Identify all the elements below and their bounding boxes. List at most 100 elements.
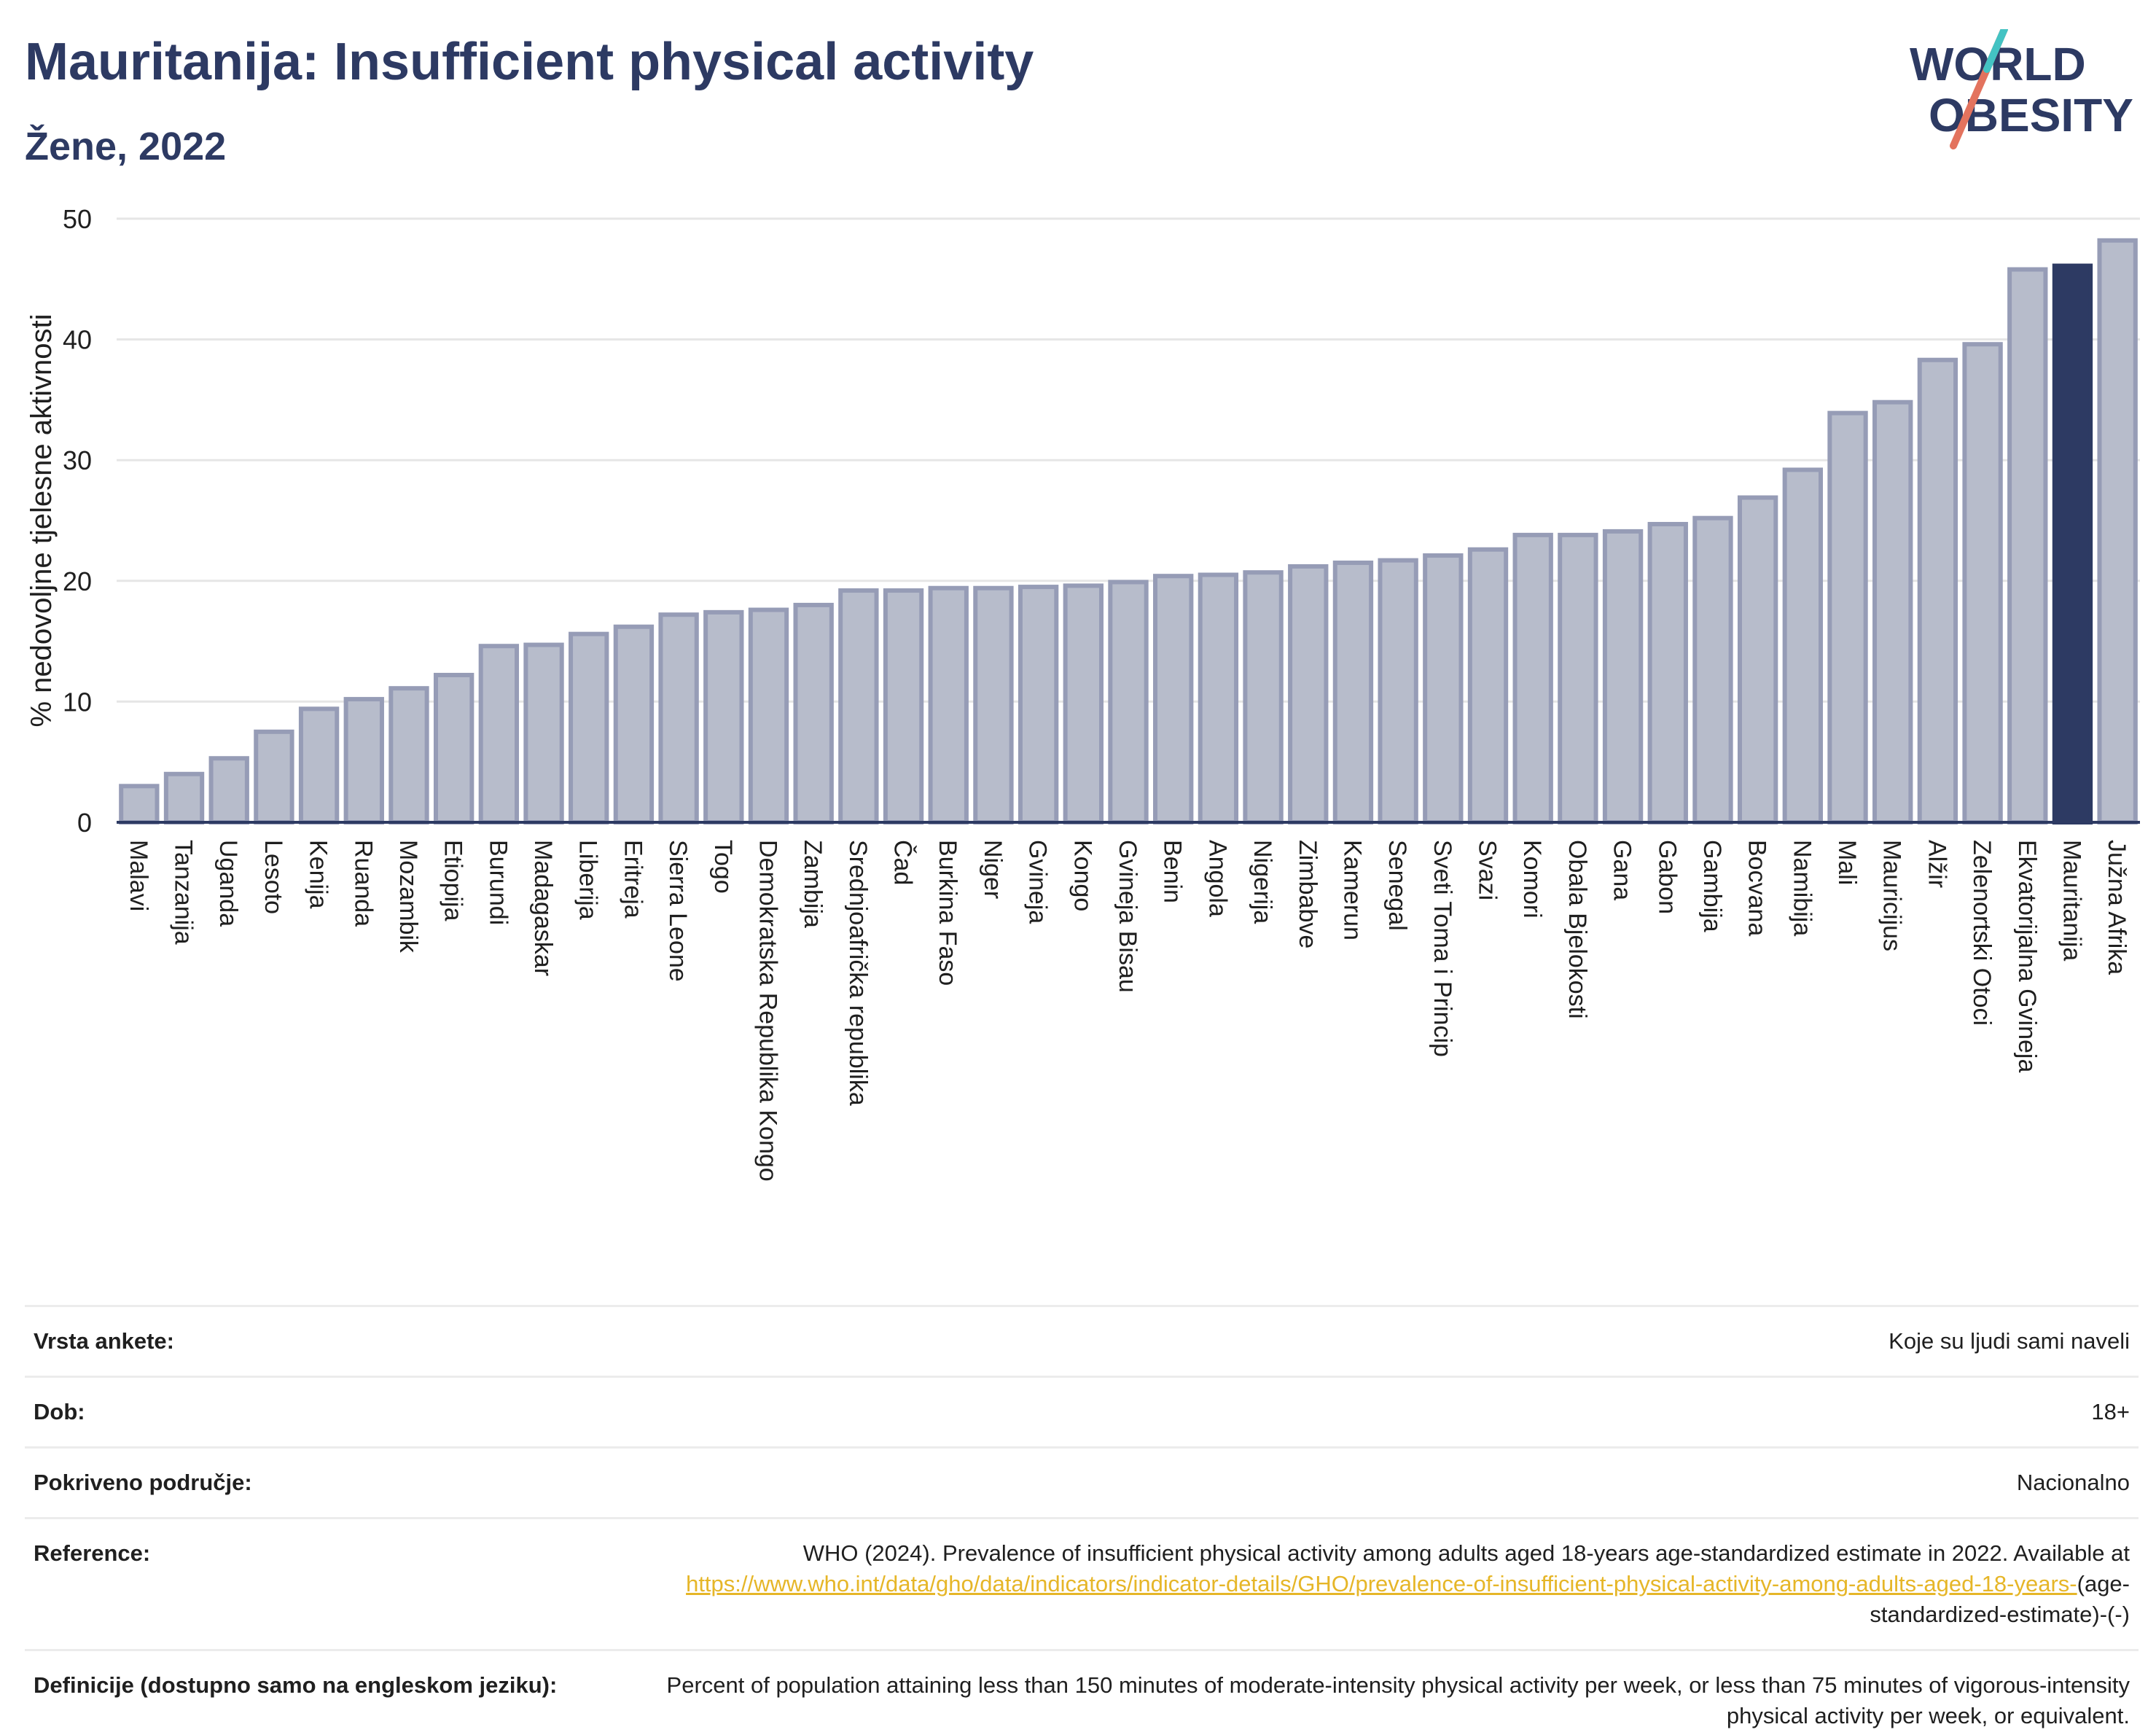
x-tick-label: Mozambik	[394, 840, 422, 954]
x-tick-label: Kamerun	[1338, 840, 1366, 940]
bar	[119, 784, 160, 824]
x-tick-label: Benin	[1159, 840, 1187, 903]
x-tick-label: Južna Afrika	[2103, 840, 2130, 975]
info-label: Vrsta ankete:	[34, 1328, 174, 1354]
x-tick-label: Tanzanija	[170, 840, 198, 945]
x-tick-label: Svazi	[1474, 840, 1501, 900]
x-tick-label: Liberija	[574, 840, 602, 920]
bar	[1423, 553, 1464, 824]
x-tick-label: Komori	[1518, 840, 1546, 919]
bar	[2007, 267, 2048, 824]
x-tick-label: Niger	[979, 840, 1007, 899]
x-tick-label: Zimbabve	[1294, 840, 1321, 948]
x-tick-label: Mali	[1833, 840, 1861, 885]
x-tick-label: Gvineja	[1024, 840, 1052, 924]
info-table: Vrsta ankete: Koje su ljudi sami naveli …	[25, 1305, 2139, 1735]
bar	[748, 607, 789, 824]
info-label: Reference:	[34, 1540, 151, 1566]
x-tick-label: Demokratska Republika Kongo	[754, 840, 781, 1182]
bar	[523, 642, 564, 824]
x-tick-label: Burundi	[484, 840, 512, 925]
info-label: Dob:	[34, 1399, 85, 1424]
x-tick-label: Srednjoafrička republika	[844, 840, 872, 1106]
x-tick-label: Senegal	[1383, 840, 1411, 931]
bar	[388, 686, 429, 825]
x-tick-label: Angola	[1203, 840, 1231, 917]
bar	[2052, 263, 2093, 825]
y-tick-label: 10	[63, 687, 92, 717]
x-tick-label: Sierra Leone	[664, 840, 692, 982]
x-tick-label: Togo	[709, 840, 737, 894]
bar	[1512, 532, 1553, 824]
x-tick-label: Čad	[889, 840, 917, 885]
logo-slash-accent	[1983, 29, 2008, 73]
bar	[1198, 572, 1239, 825]
bar	[793, 602, 834, 824]
reference-link[interactable]: https://www.who.int/data/gho/data/indica…	[686, 1571, 2077, 1596]
bar	[1378, 558, 1418, 824]
world-obesity-logo: WORLD OBESITY	[1910, 29, 2133, 149]
x-tick-label: Malavi	[125, 840, 152, 911]
bar	[1602, 529, 1644, 824]
bar	[2097, 238, 2138, 825]
x-tick-label: Alžir	[1923, 840, 1950, 888]
bar	[1153, 574, 1194, 825]
y-tick-label: 30	[63, 445, 92, 475]
x-tick-label: Ekvatorijalna Gvineja	[2013, 840, 2041, 1072]
bar-chart: 0 10 20 30 40 50 % nedovoljne tjelesne aktivno…	[26, 204, 2140, 1182]
x-tick-label: Uganda	[214, 840, 242, 927]
x-tick-label: Etiopija	[440, 840, 467, 921]
info-value: Koje su ljudi sami naveli	[1889, 1328, 2130, 1354]
y-tick-label: 20	[63, 566, 92, 596]
bar	[343, 697, 384, 825]
bar	[1917, 357, 1958, 824]
bar	[1827, 410, 1868, 824]
x-tick-label: Gvineja Bisau	[1114, 840, 1141, 993]
bar	[298, 706, 340, 824]
x-tick-label: Gana	[1609, 840, 1636, 900]
info-label: Pokriveno područje:	[34, 1470, 252, 1495]
page-subtitle: Žene, 2022	[25, 125, 227, 168]
x-tick-label: Kongo	[1069, 840, 1096, 911]
info-row-reference: Reference: WHO (2024). Prevalence of ins…	[25, 1517, 2139, 1649]
x-tick-label: Kenija	[305, 840, 332, 909]
x-tick-label: Lesoto	[259, 840, 287, 914]
bar	[1332, 560, 1374, 825]
bar	[1243, 570, 1284, 824]
bar	[478, 644, 520, 824]
y-tick-label: 40	[63, 325, 92, 355]
x-tick-label: Obala Bjelokosti	[1563, 840, 1591, 1019]
page-title: Mauritanija: Insufficient physical activ…	[25, 33, 1034, 91]
bar	[1063, 583, 1104, 824]
info-row-age: Dob: 18+	[25, 1376, 2139, 1446]
x-tick-label: Namibija	[1788, 840, 1816, 936]
x-tick-label: Zambija	[799, 840, 827, 928]
reference-text: WHO (2024). Prevalence of insufficient p…	[802, 1540, 2130, 1566]
x-tick-label: Mauricijus	[1878, 840, 1906, 951]
x-tick-label: Sveti Toma i Princip	[1429, 840, 1456, 1057]
bar	[1782, 467, 1824, 824]
x-tick-label: Nigerija	[1249, 840, 1276, 924]
bar	[703, 609, 744, 825]
bar	[1558, 532, 1598, 824]
bar	[569, 631, 609, 824]
bar	[1108, 580, 1149, 824]
x-tick-label: Ruanda	[349, 840, 377, 927]
info-row-definitions: Definicije (dostupno samo na engleskom j…	[25, 1649, 2139, 1735]
x-tick-label: Zelenortski Otoci	[1968, 840, 1996, 1026]
bar	[1872, 399, 1913, 824]
info-row-coverage: Pokriveno područje: Nacionalno	[25, 1446, 2139, 1517]
x-tick-label: Mauritanija	[2058, 840, 2085, 961]
bar	[208, 756, 249, 825]
bar	[883, 588, 924, 824]
bar	[973, 585, 1014, 825]
bar	[658, 612, 699, 825]
x-tick-label: Gabon	[1653, 840, 1681, 914]
y-tick-label: 50	[63, 204, 92, 234]
bar	[928, 585, 969, 825]
bar	[838, 588, 879, 824]
bar	[1288, 564, 1329, 824]
bar	[254, 729, 294, 824]
bar	[1692, 515, 1733, 824]
y-axis-label: % nedovoljne tjelesne aktivnosti	[26, 313, 58, 727]
